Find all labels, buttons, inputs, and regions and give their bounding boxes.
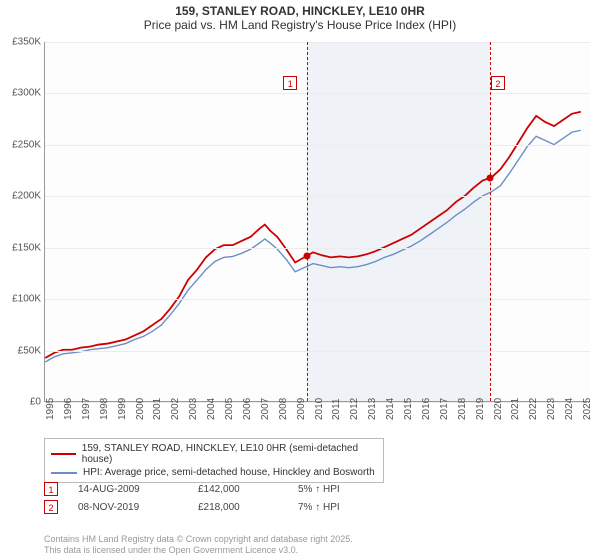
x-axis-label: 2023 (546, 398, 557, 420)
credits-line2: This data is licensed under the Open Gov… (44, 545, 353, 556)
legend-swatch (51, 453, 76, 455)
x-axis-label: 2008 (278, 398, 289, 420)
title-block: 159, STANLEY ROAD, HINCKLEY, LE10 0HR Pr… (0, 0, 600, 34)
x-axis-label: 2012 (349, 398, 360, 420)
gridline-h (45, 42, 590, 43)
event-date: 08-NOV-2019 (78, 502, 178, 513)
events-table: 1 14-AUG-2009 £142,000 5% ↑ HPI 2 08-NOV-2019… (44, 480, 378, 516)
chart-container: 159, STANLEY ROAD, HINCKLEY, LE10 0HR Pr… (0, 0, 600, 560)
event-price: £142,000 (198, 484, 278, 495)
title-sub: Price paid vs. HM Land Registry's House … (0, 18, 600, 32)
x-axis-label: 1995 (45, 398, 56, 420)
credits-line1: Contains HM Land Registry data © Crown c… (44, 534, 353, 545)
event-num: 1 (44, 482, 58, 496)
x-axis-label: 1996 (63, 398, 74, 420)
x-axis-label: 2016 (421, 398, 432, 420)
credits: Contains HM Land Registry data © Crown c… (44, 534, 353, 556)
event-hpi: 7% ↑ HPI (298, 502, 378, 513)
y-axis-label: £100K (1, 294, 41, 305)
x-axis-label: 2002 (170, 398, 181, 420)
x-axis-label: 2017 (439, 398, 450, 420)
x-axis-label: 2009 (296, 398, 307, 420)
legend-row: HPI: Average price, semi-detached house,… (51, 466, 377, 479)
y-axis-label: £150K (1, 242, 41, 253)
event-marker: 2 (491, 76, 505, 90)
x-axis-label: 2019 (475, 398, 486, 420)
legend-label: HPI: Average price, semi-detached house,… (83, 467, 375, 478)
gridline-h (45, 145, 590, 146)
y-axis-label: £250K (1, 139, 41, 150)
x-axis-label: 2013 (367, 398, 378, 420)
x-axis-label: 1998 (99, 398, 110, 420)
x-axis-label: 2014 (385, 398, 396, 420)
x-axis-label: 2022 (528, 398, 539, 420)
series-price_paid (45, 112, 581, 358)
x-axis-label: 2003 (188, 398, 199, 420)
event-dot (486, 174, 493, 181)
chart-svg (45, 42, 590, 401)
gridline-h (45, 196, 590, 197)
y-axis-label: £300K (1, 88, 41, 99)
legend-swatch (51, 472, 77, 474)
legend: 159, STANLEY ROAD, HINCKLEY, LE10 0HR (s… (44, 438, 384, 483)
chart-area: £0£50K£100K£150K£200K£250K£300K£350K1995… (44, 42, 590, 402)
legend-label: 159, STANLEY ROAD, HINCKLEY, LE10 0HR (s… (82, 443, 377, 465)
event-num: 2 (44, 500, 58, 514)
x-axis-label: 2020 (493, 398, 504, 420)
x-axis-label: 2024 (564, 398, 575, 420)
gridline-h (45, 248, 590, 249)
event-hpi: 5% ↑ HPI (298, 484, 378, 495)
x-axis-label: 2011 (331, 398, 342, 420)
x-axis-label: 2000 (135, 398, 146, 420)
event-dot (303, 252, 310, 259)
event-price: £218,000 (198, 502, 278, 513)
x-axis-label: 2015 (403, 398, 414, 420)
series-hpi (45, 130, 581, 362)
x-axis-label: 2001 (152, 398, 163, 420)
x-axis-label: 2006 (242, 398, 253, 420)
x-axis-label: 1999 (117, 398, 128, 420)
event-marker: 1 (283, 76, 297, 90)
x-axis-label: 2021 (510, 398, 521, 420)
event-date: 14-AUG-2009 (78, 484, 178, 495)
gridline-h (45, 351, 590, 352)
x-axis-label: 2010 (314, 398, 325, 420)
y-axis-label: £0 (1, 397, 41, 408)
event-row: 1 14-AUG-2009 £142,000 5% ↑ HPI (44, 480, 378, 498)
event-row: 2 08-NOV-2019 £218,000 7% ↑ HPI (44, 498, 378, 516)
title-main: 159, STANLEY ROAD, HINCKLEY, LE10 0HR (0, 4, 600, 18)
y-axis-label: £50K (1, 345, 41, 356)
x-axis-label: 2025 (582, 398, 593, 420)
event-vline (307, 42, 308, 401)
y-axis-label: £350K (1, 37, 41, 48)
gridline-h (45, 93, 590, 94)
y-axis-label: £200K (1, 191, 41, 202)
gridline-h (45, 299, 590, 300)
legend-row: 159, STANLEY ROAD, HINCKLEY, LE10 0HR (s… (51, 442, 377, 466)
x-axis-label: 2007 (260, 398, 271, 420)
x-axis-label: 1997 (81, 398, 92, 420)
x-axis-label: 2005 (224, 398, 235, 420)
event-vline (490, 42, 491, 401)
x-axis-label: 2004 (206, 398, 217, 420)
x-axis-label: 2018 (457, 398, 468, 420)
